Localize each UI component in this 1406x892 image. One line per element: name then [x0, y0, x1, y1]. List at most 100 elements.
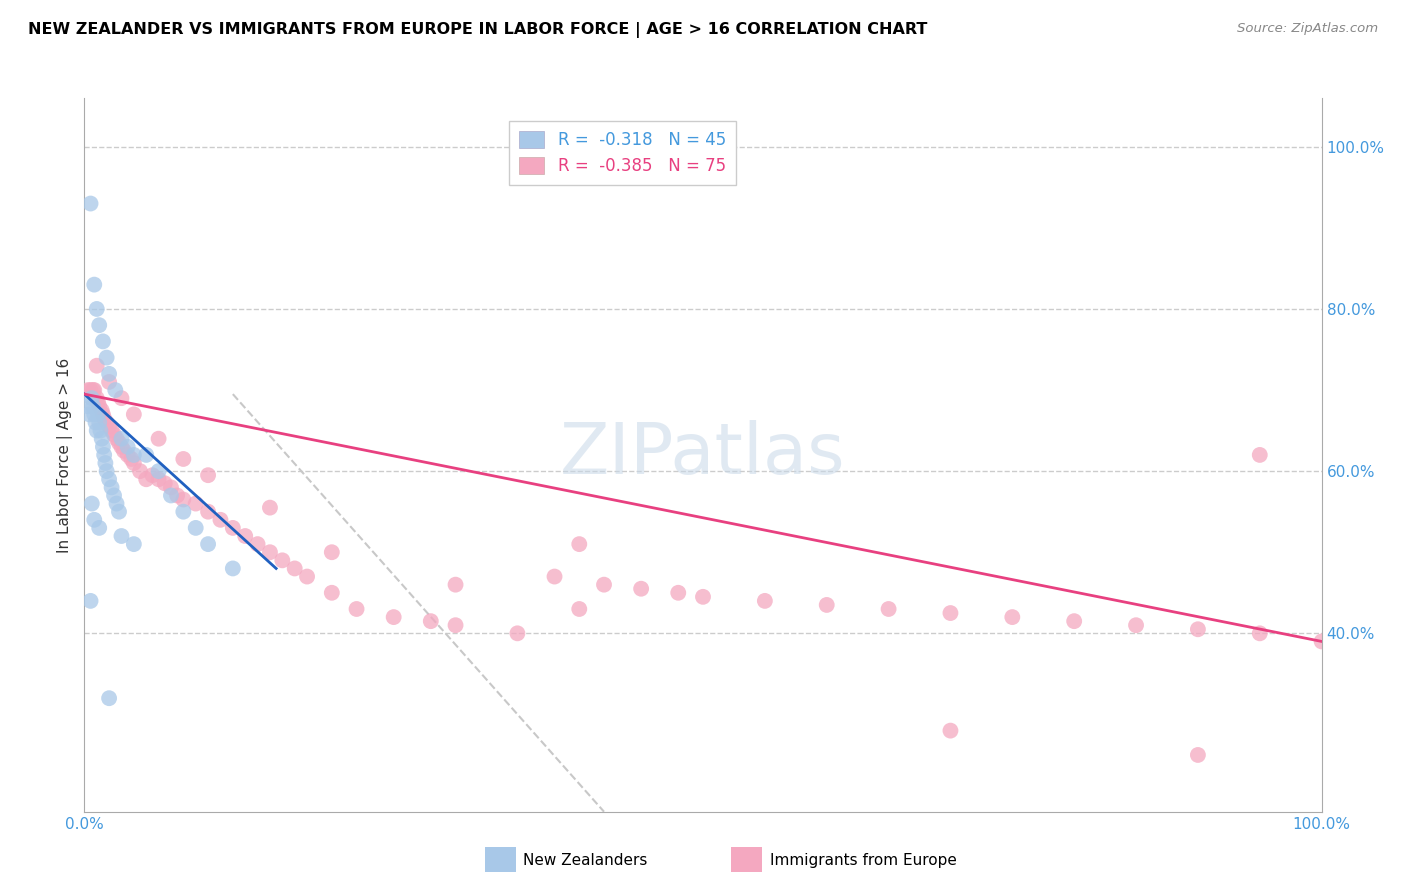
Point	[184, 521, 207, 535]
Point	[91, 408, 114, 422]
Point	[141, 468, 163, 483]
Point	[86, 424, 108, 438]
Point	[98, 375, 121, 389]
Point	[89, 416, 111, 430]
Point	[122, 408, 145, 422]
Point	[84, 416, 107, 430]
Point	[103, 488, 125, 502]
Point	[79, 408, 101, 422]
Point	[105, 432, 128, 446]
Point	[110, 440, 132, 454]
Point	[104, 383, 127, 397]
Point	[222, 521, 245, 535]
Point	[110, 529, 132, 543]
Point	[90, 403, 112, 417]
Point	[166, 488, 188, 502]
Point	[346, 602, 368, 616]
Text: New Zealanders: New Zealanders	[523, 854, 647, 868]
Point	[79, 196, 101, 211]
Text: Source: ZipAtlas.com: Source: ZipAtlas.com	[1237, 22, 1378, 36]
Point	[80, 497, 103, 511]
Point	[80, 391, 103, 405]
Point	[96, 464, 118, 478]
Point	[148, 464, 170, 478]
Point	[815, 598, 838, 612]
Point	[100, 424, 122, 438]
Point	[98, 691, 121, 706]
Point	[1125, 618, 1147, 632]
Point	[246, 537, 269, 551]
Point	[135, 448, 157, 462]
Point	[444, 618, 467, 632]
Point	[98, 472, 121, 486]
Point	[259, 500, 281, 515]
Legend: R =  -0.318   N = 45, R =  -0.385   N = 75: R = -0.318 N = 45, R = -0.385 N = 75	[509, 120, 735, 186]
Point	[692, 590, 714, 604]
Point	[321, 545, 343, 559]
Point	[122, 456, 145, 470]
Point	[86, 359, 108, 373]
Point	[91, 440, 114, 454]
Point	[108, 435, 131, 450]
Point	[82, 399, 104, 413]
Point	[160, 480, 183, 494]
Y-axis label: In Labor Force | Age > 16: In Labor Force | Age > 16	[58, 358, 73, 552]
Point	[506, 626, 529, 640]
Point	[98, 367, 121, 381]
Point	[110, 391, 132, 405]
Point	[108, 505, 131, 519]
Point	[89, 424, 111, 438]
Point	[160, 488, 183, 502]
Point	[83, 513, 105, 527]
Point	[382, 610, 405, 624]
Point	[87, 395, 110, 409]
Point	[87, 408, 110, 422]
Point	[112, 443, 135, 458]
Point	[939, 723, 962, 738]
Point	[83, 383, 105, 397]
Point	[96, 416, 118, 430]
Point	[89, 521, 111, 535]
Point	[1249, 448, 1271, 462]
Point	[96, 351, 118, 365]
Point	[117, 440, 139, 454]
Point	[148, 472, 170, 486]
Point	[172, 505, 194, 519]
Point	[666, 586, 689, 600]
Point	[568, 602, 591, 616]
Point	[153, 476, 176, 491]
Point	[105, 497, 128, 511]
Point	[939, 606, 962, 620]
Point	[86, 301, 108, 316]
Point	[83, 408, 105, 422]
Point	[209, 513, 232, 527]
Point	[120, 452, 142, 467]
Point	[172, 492, 194, 507]
Point	[184, 497, 207, 511]
Point	[259, 545, 281, 559]
Point	[89, 318, 111, 333]
Point	[197, 505, 219, 519]
Point	[100, 480, 122, 494]
Point	[82, 383, 104, 397]
Text: NEW ZEALANDER VS IMMIGRANTS FROM EUROPE IN LABOR FORCE | AGE > 16 CORRELATION CH: NEW ZEALANDER VS IMMIGRANTS FROM EUROPE …	[28, 22, 928, 38]
Point	[543, 569, 565, 583]
Point	[233, 529, 256, 543]
Point	[129, 464, 152, 478]
Point	[197, 537, 219, 551]
Point	[1310, 634, 1333, 648]
Point	[89, 399, 111, 413]
Text: Immigrants from Europe: Immigrants from Europe	[770, 854, 957, 868]
Point	[877, 602, 900, 616]
Point	[1001, 610, 1024, 624]
Point	[77, 399, 100, 413]
Point	[122, 537, 145, 551]
Point	[135, 472, 157, 486]
Point	[93, 411, 115, 425]
Point	[77, 383, 100, 397]
Point	[117, 448, 139, 462]
Point	[419, 614, 441, 628]
Point	[91, 334, 114, 349]
Point	[197, 468, 219, 483]
Point	[172, 452, 194, 467]
